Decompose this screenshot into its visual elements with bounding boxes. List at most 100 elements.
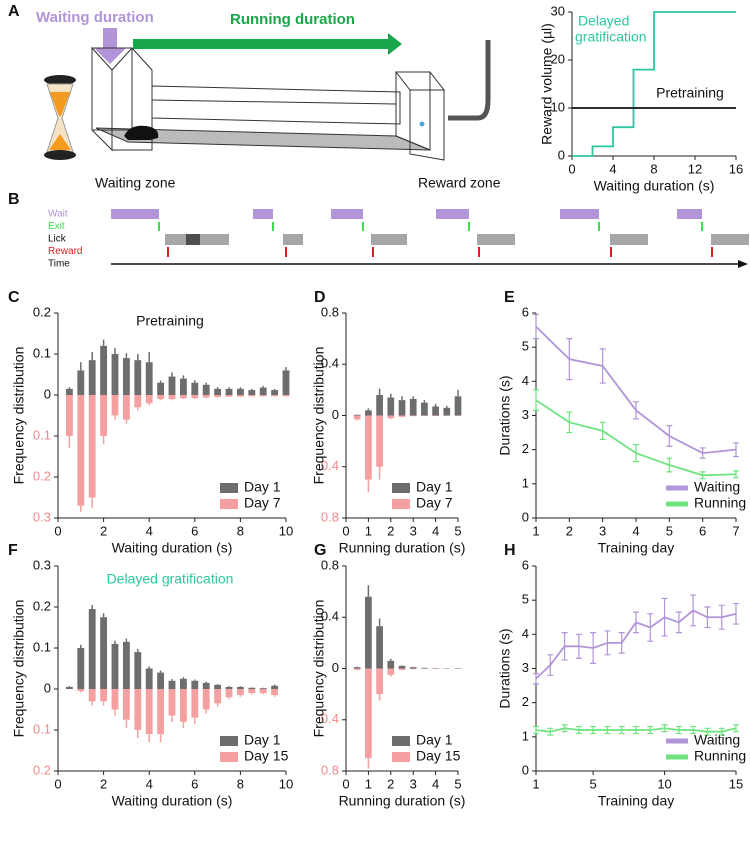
bar: [77, 689, 85, 692]
bar: [271, 390, 279, 395]
x-tick-label: 1: [532, 523, 539, 538]
error-bar: [575, 633, 582, 659]
annotation: Delayed: [578, 13, 629, 29]
bar: [191, 689, 199, 718]
bar: [248, 689, 256, 694]
bar: [77, 370, 85, 395]
y-tick-label: 6: [522, 304, 529, 319]
error-bar: [661, 724, 668, 733]
y-tick-label: 0.1: [33, 639, 51, 654]
x-tick-label: 5: [590, 776, 597, 791]
bar: [271, 689, 279, 696]
raster-label: Time: [48, 259, 70, 270]
y-axis-label: Reward volume (µl): [539, 23, 555, 145]
bar: [145, 668, 153, 689]
bar: [376, 626, 383, 669]
error-bar: [618, 725, 625, 735]
error-bar: [647, 613, 654, 642]
bar: [387, 397, 395, 416]
y-tick-label: 20: [551, 51, 565, 66]
error-bar: [604, 725, 611, 735]
mouse: [124, 125, 159, 140]
bar: [432, 406, 439, 416]
bar: [122, 395, 130, 420]
legend-swatch: [220, 752, 238, 762]
legend-swatch: [220, 736, 238, 746]
y-tick-label: 0: [44, 386, 51, 401]
y-tick-label: 2: [522, 694, 529, 709]
y-tick-label: 0.4: [321, 356, 339, 371]
bar: [282, 395, 290, 397]
x-tick-label: 0: [342, 523, 349, 538]
panel-label: H: [504, 542, 516, 559]
panel-label: B: [8, 191, 20, 208]
wait-arrow: [94, 28, 126, 64]
error-bar: [733, 470, 739, 479]
x-axis-label: Training day: [598, 793, 675, 809]
bar: [409, 398, 417, 416]
y-tick-label: 4: [522, 373, 529, 388]
bar: [145, 362, 153, 395]
droplet: [419, 121, 425, 127]
x-axis-label: Running duration (s): [339, 540, 466, 556]
bar: [145, 395, 153, 404]
x-tick-label: 8: [237, 776, 244, 791]
y-tick-label: 0.8: [321, 557, 339, 572]
bar: [202, 682, 210, 689]
bar: [353, 414, 361, 416]
error-bar: [699, 471, 706, 480]
bar: [248, 395, 256, 397]
x-tick-label: 2: [100, 523, 107, 538]
x-tick-label: 2: [100, 776, 107, 791]
x-tick-label: 0: [54, 776, 61, 791]
legend-label: Day 7: [244, 495, 281, 511]
annotation: Pretraining: [656, 85, 724, 101]
raster-label: Exit: [48, 221, 65, 232]
annotation: Pretraining: [136, 313, 204, 329]
error-bar: [633, 401, 639, 420]
bar: [122, 689, 130, 720]
bar: [88, 609, 96, 689]
error-bar: [733, 724, 739, 733]
error-bar: [599, 348, 606, 384]
bar: [236, 388, 244, 395]
y-axis-label: Durations (s): [497, 628, 513, 708]
y-axis-label: Frequency distribution: [11, 347, 27, 485]
bar: [179, 689, 187, 722]
x-tick-label: 0: [342, 776, 349, 791]
bar: [443, 407, 451, 416]
bar: [168, 395, 176, 400]
chart-panel: 0 10 20 30 0 4 8 12 16 Waiting duration (s) Reward…: [539, 3, 744, 193]
y-tick-label: 0.4: [321, 458, 339, 473]
y-tick-label: 5: [522, 339, 529, 354]
waiting-zone-label: Waiting zone: [95, 175, 176, 191]
bar: [168, 376, 176, 395]
raster-label: Wait: [48, 209, 68, 220]
x-tick-label: 7: [732, 523, 739, 538]
x-axis-label: Waiting duration (s): [112, 540, 233, 556]
y-axis-label: Frequency distribution: [311, 347, 327, 485]
bar: [65, 686, 73, 689]
bar: [111, 689, 119, 710]
bar: [387, 668, 395, 675]
panel-label: G: [314, 542, 326, 559]
x-tick-label: 1: [365, 776, 372, 791]
x-tick-label: 3: [410, 776, 417, 791]
bar: [365, 415, 372, 480]
error-bar: [633, 725, 639, 735]
error-bar: [704, 606, 711, 629]
panel-label: A: [8, 3, 20, 20]
error-bar: [704, 727, 711, 736]
reward-spout: [448, 40, 491, 121]
x-tick-label: 12: [688, 161, 702, 176]
bar: [353, 668, 361, 670]
y-tick-label: 0: [44, 680, 51, 695]
error-bar: [533, 673, 539, 685]
x-tick-label: 4: [432, 776, 439, 791]
raster-label: Reward: [48, 246, 82, 257]
line: [535, 326, 737, 455]
bar: [398, 415, 406, 417]
exit-events: [158, 222, 703, 231]
x-axis-label: Running duration (s): [339, 793, 466, 809]
